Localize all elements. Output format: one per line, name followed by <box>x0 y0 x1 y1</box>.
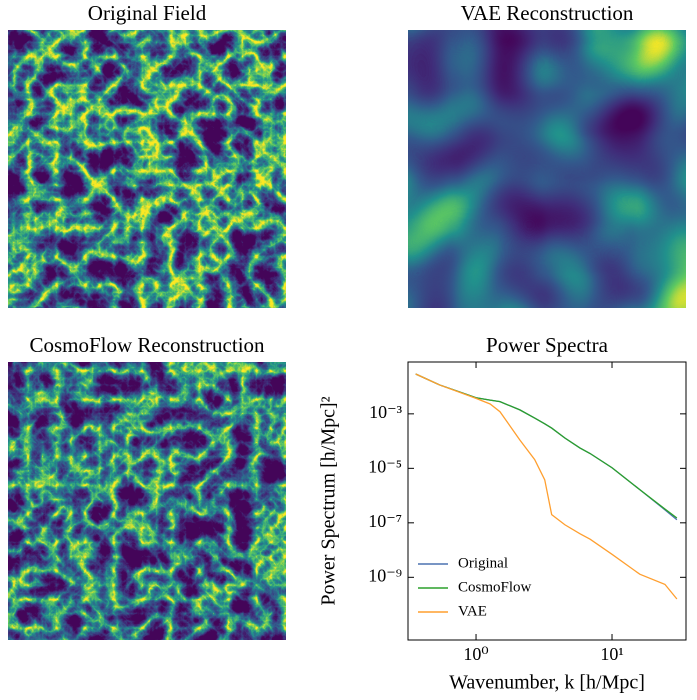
panel-title: Original Field <box>88 1 207 25</box>
plot-frame <box>407 361 687 641</box>
y-tick-label: 10⁻⁹ <box>368 565 402 585</box>
y-tick-label: 10⁻⁵ <box>368 456 402 476</box>
series-line <box>415 373 678 521</box>
x-tick-label: 10¹ <box>600 644 623 664</box>
legend-label: VAE <box>458 603 487 619</box>
x-tick-label: 10⁰ <box>463 644 488 664</box>
x-axis-label: Wavenumber, k [h/Mpc] <box>449 672 645 694</box>
legend-label: CosmoFlow <box>458 579 532 595</box>
series-line <box>415 373 678 600</box>
y-tick-label: 10⁻⁷ <box>368 511 402 531</box>
y-tick-label: 10⁻³ <box>369 402 403 422</box>
chart-title: Power Spectra <box>486 333 609 357</box>
panel-title: VAE Reconstruction <box>461 1 634 25</box>
field-image <box>408 30 686 308</box>
field-image <box>8 30 286 308</box>
field-image <box>8 362 286 640</box>
panel-title: CosmoFlow Reconstruction <box>29 333 265 357</box>
series-line <box>415 373 678 519</box>
y-axis-label: Power Spectrum [h/Mpc]² <box>318 396 340 605</box>
legend-label: Original <box>458 555 508 571</box>
